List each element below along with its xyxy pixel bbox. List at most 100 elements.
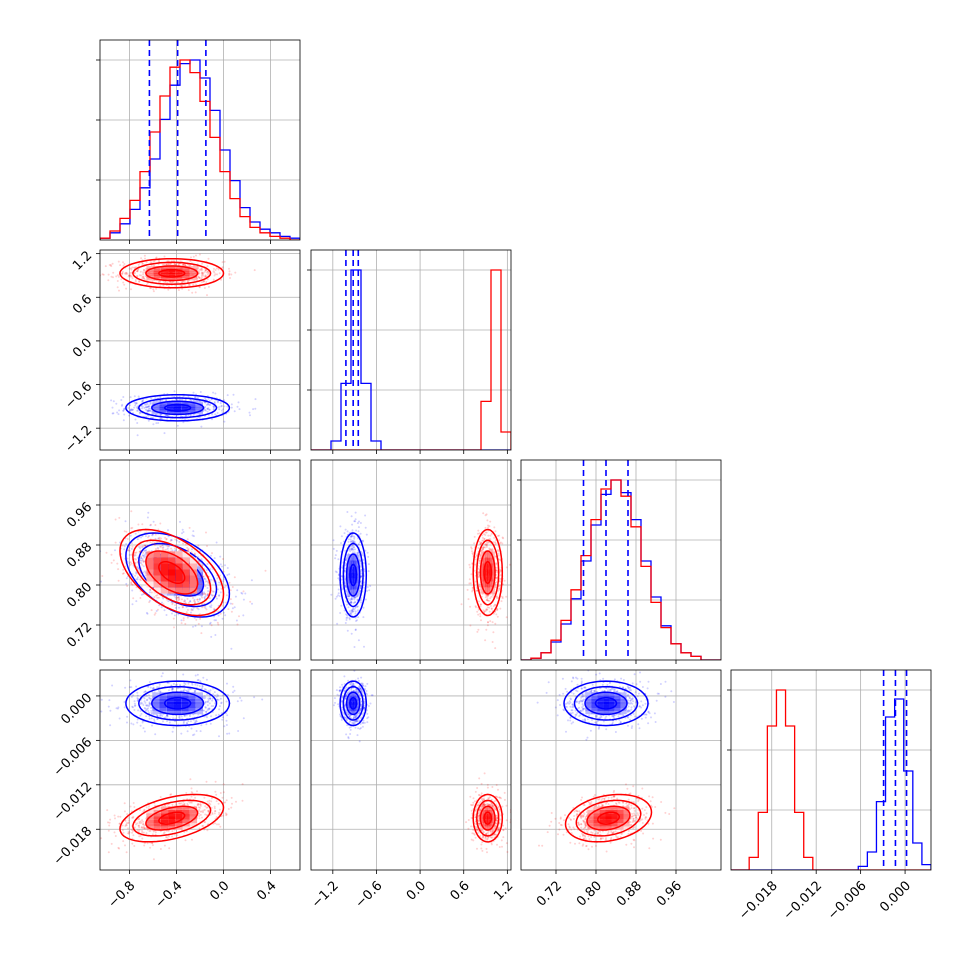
sample-point [187, 689, 190, 692]
sample-point [148, 405, 151, 408]
sample-point [199, 589, 202, 592]
density-cell [146, 551, 154, 558]
sample-point [355, 620, 357, 622]
sample-point [166, 720, 168, 722]
sample-point [353, 598, 356, 601]
sample-point [350, 601, 353, 603]
sample-point [160, 606, 163, 609]
sample-point [124, 520, 127, 523]
density-cell [146, 581, 154, 588]
sample-point [165, 538, 168, 540]
density-cell [153, 557, 161, 564]
sample-point [211, 594, 214, 597]
sample-point [128, 546, 131, 549]
sample-point [182, 722, 185, 724]
sample-point [130, 408, 133, 411]
sample-point [197, 559, 200, 562]
density-cell [152, 405, 160, 407]
sample-point [205, 281, 208, 283]
sample-point [242, 614, 245, 617]
sample-point [494, 542, 497, 545]
sample-point [495, 581, 498, 584]
density-cell [480, 563, 483, 570]
sample-point [334, 570, 337, 573]
sample-point [139, 550, 142, 553]
sample-point [350, 540, 353, 543]
sample-point [165, 544, 168, 547]
sample-point [169, 262, 172, 265]
sample-point [123, 272, 126, 275]
sample-point [193, 600, 195, 602]
sample-point [118, 409, 121, 412]
sample-point [478, 562, 481, 565]
sample-point [136, 405, 139, 408]
density-cell [168, 270, 176, 273]
sample-point [187, 687, 190, 690]
sample-point [345, 613, 348, 616]
density-cell [189, 563, 198, 570]
sample-point [166, 263, 169, 266]
sample-point [157, 537, 160, 540]
sample-point [153, 541, 156, 544]
sample-point [136, 270, 139, 273]
sample-point [149, 686, 152, 689]
sample-point [469, 624, 472, 627]
density-cell [195, 577, 203, 584]
sample-point [490, 532, 493, 535]
density-cell [484, 563, 487, 570]
sample-point [489, 597, 492, 600]
sample-point [186, 546, 189, 549]
sample-point [505, 566, 508, 569]
density-cell [175, 569, 183, 576]
sample-point [165, 399, 167, 402]
sample-point [131, 583, 134, 586]
sample-point [198, 582, 200, 585]
sample-point [486, 542, 489, 545]
sample-point [138, 412, 141, 415]
sample-point [359, 522, 362, 524]
sample-point [478, 557, 481, 560]
sample-point [148, 697, 151, 700]
sample-point [174, 684, 177, 686]
density-cell [146, 266, 154, 269]
sample-point [188, 526, 191, 529]
sample-point [264, 569, 267, 572]
sample-point [149, 599, 151, 602]
sample-point [184, 714, 186, 717]
sample-point [489, 620, 492, 623]
density-cell [174, 405, 182, 407]
sample-point [230, 403, 233, 406]
sample-point [198, 272, 201, 275]
density-cell [168, 575, 176, 582]
sample-point [341, 575, 344, 578]
sample-point [145, 704, 148, 707]
sample-point [178, 398, 181, 401]
panel-frame [99, 459, 301, 661]
contour-line [158, 561, 186, 584]
sample-point [146, 403, 149, 406]
sample-point [466, 588, 469, 591]
sample-point [212, 407, 215, 410]
sample-point [347, 606, 350, 609]
sample-point [489, 520, 492, 523]
sample-point [174, 548, 177, 551]
density-cell [354, 566, 356, 573]
density-cell [153, 268, 161, 271]
sample-point [351, 539, 354, 542]
sample-point [209, 622, 211, 625]
contour-line [342, 542, 364, 608]
sample-point [210, 705, 213, 708]
sample-point [187, 720, 190, 723]
sample-point [232, 393, 235, 396]
sample-point [215, 714, 218, 717]
sample-point [130, 288, 132, 291]
sample-point [355, 529, 358, 532]
sample-point [196, 684, 199, 687]
sample-point [213, 615, 215, 618]
sample-point [494, 555, 497, 558]
sample-point [200, 275, 203, 277]
sample-point [350, 632, 353, 635]
sample-point [188, 264, 191, 267]
sample-point [359, 560, 362, 563]
sample-point [130, 581, 133, 584]
